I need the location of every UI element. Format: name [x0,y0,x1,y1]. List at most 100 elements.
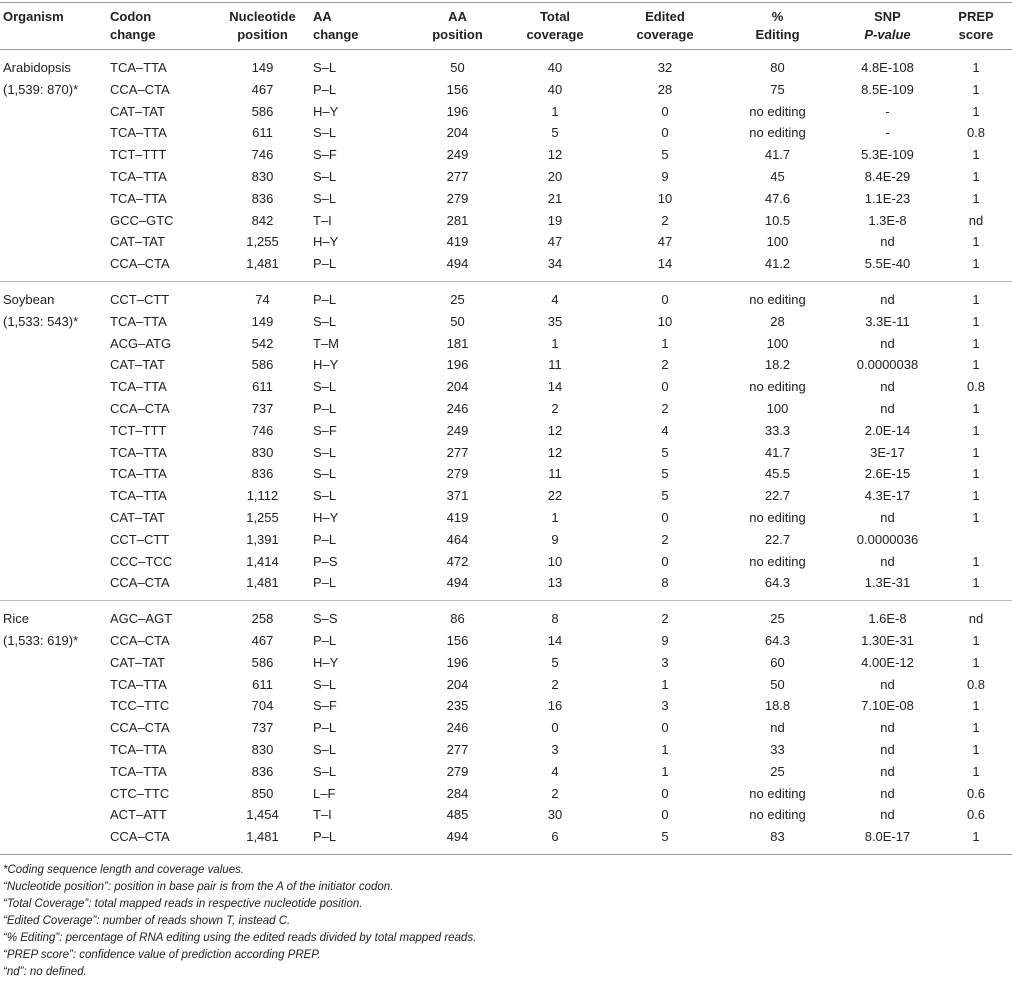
table-cell: CAT–TAT [110,234,165,250]
table-cell: ACT–ATT [110,807,167,823]
table-cell: nd [968,611,984,627]
table-cell: 1 [972,575,980,591]
table-row: (1,533: 619)* CCA–CTA 467 P–L 156 14 9 64.3 1.30… [0,630,1012,652]
empty-cell [0,354,107,376]
table-cell: 1.3E-31 [864,575,911,591]
table-cell: 0 [661,125,669,141]
table-cell: 586 [251,654,274,670]
table-cell: 1.30E-31 [861,632,914,648]
header-text: Organism [3,9,64,24]
table-cell: 8 [661,575,669,591]
table-cell: 34 [547,256,563,272]
table-cell: CCA–CTA [110,632,170,648]
table-cell: 1 [972,81,980,97]
table-cell: 21 [547,190,563,206]
table-cell: 1.6E-8 [868,611,907,627]
table-cell: S–L [313,676,337,692]
table-cell: 0.8 [966,676,986,692]
table-cell: 1 [551,103,559,119]
table-cell: S–F [313,147,337,163]
table-cell: 4 [551,763,559,779]
table-cell: S–S [313,611,338,627]
table-cell: 5 [661,466,669,482]
table-cell: S–L [313,60,337,75]
table-row: (1,539: 870)* CCA–CTA 467 P–L 156 40 28 75 8.5E-… [0,79,1012,101]
table-cell: 836 [251,763,274,779]
table-cell: 196 [446,357,469,373]
table-cell: 83 [770,829,785,845]
table-cell: 1 [972,147,980,163]
table-cell: 0 [661,807,669,823]
table-cell: 28 [657,81,673,97]
table-cell: 8.5E-109 [861,81,914,97]
column-header: % Editing [720,2,835,50]
table-cell: 100 [766,234,789,250]
table-cell: TCT–TTT [110,422,167,438]
column-header: AA position [415,2,500,50]
table-cell: 9 [661,632,669,648]
table-cell: 5 [551,125,559,141]
organism-group: Soybean CCT–CTT 74 P–L 25 4 0 no editing nd 1 (1,5… [0,281,1012,601]
header-text: change [110,27,156,42]
table-cell: 279 [446,763,469,779]
table-cell: S–L [313,379,337,395]
table-cell: 1 [972,509,980,525]
empty-cell [0,507,107,529]
table-cell: no editing [749,291,806,307]
table-cell: 1 [972,488,980,504]
table-row: TCT–TTT 746 S–F 249 12 5 41.7 5.3E-109 1 [0,144,1012,166]
footnote: “% Editing”: percentage of RNA editing u… [3,931,477,944]
table-cell: P–L [313,81,337,97]
table-cell: nd [880,785,895,801]
table-cell: T–M [313,335,339,351]
table-cell: nd [880,379,895,395]
table-cell: CCT–CTT [110,531,170,547]
table-cell: 542 [251,335,274,351]
table-cell: H–Y [313,234,339,250]
table-cell: 14 [657,256,673,272]
table-cell: 40 [547,60,563,75]
table-cell: 204 [446,676,469,692]
table-cell: 7.10E-08 [861,698,914,714]
organism-cell: Arabidopsis [3,60,71,75]
header-text: Total [539,9,571,24]
table-cell [940,529,1012,551]
table-cell: 156 [446,632,469,648]
table-cell: 0.6 [966,785,986,801]
table-cell: 100 [766,400,789,416]
table-cell: 22.7 [764,531,791,547]
table-cell: P–L [313,575,337,591]
table-row: TCA–TTA 830 S–L 277 20 9 45 8.4E-29 1 [0,166,1012,188]
table-cell: 836 [251,466,274,482]
table-cell: 196 [446,654,469,670]
table-cell: 419 [446,234,469,250]
column-header: Organism [0,2,107,50]
table-row: TCA–TTA 830 S–L 277 12 5 41.7 3E-17 1 [0,442,1012,464]
table-cell: 746 [251,422,274,438]
table-cell: S–L [313,125,337,141]
table-cell: S–L [313,168,337,184]
table-cell: 1 [972,444,980,460]
empty-cell [0,333,107,355]
table-cell: TCA–TTA [110,741,167,757]
table-cell: P–S [313,553,338,569]
table-cell: P–L [313,531,337,547]
empty-cell [0,144,107,166]
table-cell: P–L [313,632,337,648]
table-cell: 1 [972,720,980,736]
table-cell: 836 [251,190,274,206]
table-cell: P–L [313,400,337,416]
table-cell: 10 [657,190,673,206]
table-row: CAT–TAT 586 H–Y 196 11 2 18.2 0.0000038 1 [0,354,1012,376]
table-cell: AGC–AGT [110,611,173,627]
table-cell: nd [880,234,895,250]
table-cell: 18.8 [764,698,791,714]
footnote: “PREP score”: confidence value of predic… [3,948,321,961]
table-cell: 8 [551,611,559,627]
table-cell: 1 [972,313,980,329]
table-cell: 14 [547,632,563,648]
table-cell: 12 [547,422,563,438]
table-cell: 50 [450,313,465,329]
table-cell: 100 [766,335,789,351]
